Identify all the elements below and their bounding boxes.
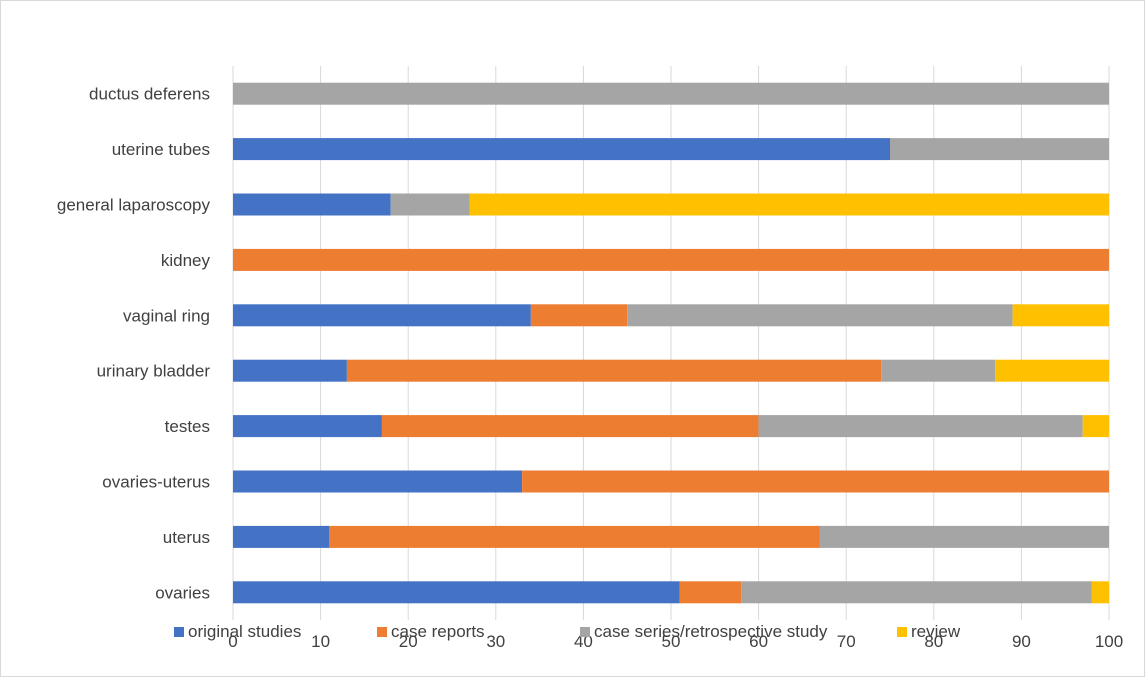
bar-vaginal-ring-series-1 <box>530 304 628 327</box>
category-label: general laparoscopy <box>57 196 211 215</box>
category-label: ductus deferens <box>89 85 210 104</box>
bars <box>233 82 1109 604</box>
bar-ovaries-series-2 <box>741 581 1092 604</box>
category-labels: ovaries uterus ovaries-uterus testes urinary… <box>57 85 211 603</box>
bar-ovaries-series-1 <box>679 581 742 604</box>
bar-ovaries-series-0 <box>233 581 680 604</box>
x-tick-label: 50 <box>662 632 681 651</box>
legend-swatch <box>897 627 907 637</box>
bar-general-laparoscopy-series-2 <box>390 193 470 216</box>
x-tick-label: 80 <box>924 632 943 651</box>
x-tick-label: 100 <box>1095 632 1123 651</box>
category-label: uterine tubes <box>112 140 210 159</box>
bar-urinary-bladder-series-3 <box>995 359 1109 382</box>
x-tick-label: 60 <box>749 632 768 651</box>
bar-urinary-bladder-series-2 <box>881 359 996 382</box>
bar-uterine-tubes-series-0 <box>233 138 890 161</box>
bar-testes-series-1 <box>381 415 759 438</box>
bar-testes-series-0 <box>233 415 382 438</box>
bar-general-laparoscopy-series-0 <box>233 193 391 216</box>
bar-vaginal-ring-series-2 <box>627 304 1013 327</box>
category-label: urinary bladder <box>97 362 211 381</box>
bar-ovaries-uterus-series-0 <box>233 470 523 493</box>
bar-ovaries-uterus-series-1 <box>522 470 1109 493</box>
bar-uterine-tubes-series-2 <box>890 138 1109 161</box>
category-label: ovaries-uterus <box>102 473 210 492</box>
category-label: uterus <box>163 528 210 547</box>
x-tick-label: 30 <box>486 632 505 651</box>
x-tick-label: 70 <box>837 632 856 651</box>
x-tick-label: 10 <box>311 632 330 651</box>
legend-label: case reports <box>391 622 485 641</box>
legend-label: original studies <box>188 622 301 641</box>
bar-vaginal-ring-series-0 <box>233 304 531 327</box>
bar-testes-series-3 <box>1082 415 1109 438</box>
bar-general-laparoscopy-series-3 <box>469 193 1109 216</box>
x-tick-labels: 0 10 20 30 40 50 60 70 80 90 100 <box>228 632 1123 651</box>
legend-label: case series/retrospective study <box>594 622 828 641</box>
bar-uterus-series-0 <box>233 525 330 548</box>
bar-urinary-bladder-series-1 <box>346 359 882 382</box>
category-label: kidney <box>161 251 211 270</box>
bar-kidney-series-1 <box>233 248 1109 271</box>
x-tick-label: 20 <box>399 632 418 651</box>
category-label: vaginal ring <box>123 306 210 325</box>
bar-vaginal-ring-series-3 <box>1012 304 1109 327</box>
bar-uterus-series-1 <box>329 525 820 548</box>
legend-swatch <box>580 627 590 637</box>
legend-swatch <box>174 627 184 637</box>
legend: original studies case reports case series/… <box>174 622 961 641</box>
category-label: testes <box>165 417 210 436</box>
legend-swatch <box>377 627 387 637</box>
bar-uterus-series-2 <box>819 525 1109 548</box>
category-label: ovaries <box>155 583 210 602</box>
bar-urinary-bladder-series-0 <box>233 359 347 382</box>
x-tick-label: 0 <box>228 632 237 651</box>
x-tick-label: 90 <box>1012 632 1031 651</box>
bar-ovaries-series-3 <box>1091 581 1109 604</box>
legend-label: review <box>911 622 961 641</box>
bar-ductus-deferens-series-2 <box>233 82 1109 105</box>
bar-testes-series-2 <box>758 415 1083 438</box>
